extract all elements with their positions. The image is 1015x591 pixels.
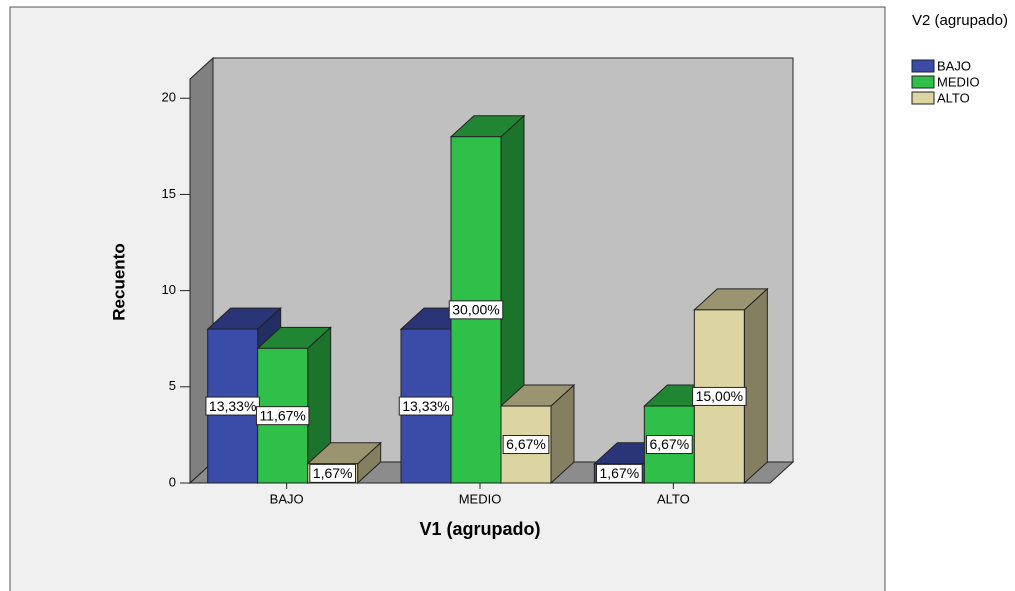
value-label-box	[309, 463, 357, 483]
value-label: 6,67%	[649, 436, 689, 452]
x-tick-label: BAJO	[270, 491, 304, 506]
value-label-box	[448, 300, 504, 320]
y-tick-label: 5	[169, 378, 176, 393]
value-label-box	[692, 386, 747, 406]
value-label: 15,00%	[696, 388, 743, 404]
legend-swatch	[911, 59, 935, 73]
legend-label: ALTO	[937, 90, 970, 105]
value-label: 1,67%	[599, 465, 639, 481]
x-tick-label: ALTO	[657, 491, 690, 506]
value-label: 11,67%	[259, 407, 305, 423]
x-tick-label: MEDIO	[459, 491, 502, 506]
legend-title: V2 (agrupado)	[912, 12, 1008, 29]
value-label: 1,67%	[313, 465, 353, 481]
bar-side	[743, 287, 768, 485]
value-label-box	[502, 435, 550, 455]
y-axis-title: Recuento	[109, 243, 128, 320]
value-label-box	[398, 396, 454, 416]
y-tick-label: 0	[169, 474, 176, 489]
legend-label: BAJO	[937, 58, 971, 73]
value-label-box	[205, 396, 260, 416]
value-label-box	[645, 435, 693, 455]
value-label: 13,33%	[209, 398, 256, 414]
value-label: 6,67%	[506, 436, 546, 452]
value-label: 13,33%	[402, 398, 449, 414]
legend-swatch	[911, 91, 935, 105]
y-tick-label: 15	[162, 186, 176, 201]
legend-label: MEDIO	[937, 74, 980, 89]
value-label-box	[255, 406, 310, 426]
legend-swatch	[911, 75, 935, 89]
value-label-box	[595, 463, 643, 483]
y-tick-label: 20	[162, 90, 176, 105]
x-axis-title: V1 (agrupado)	[419, 519, 540, 539]
y-tick-label: 10	[162, 282, 176, 297]
value-label: 30,00%	[452, 302, 499, 318]
